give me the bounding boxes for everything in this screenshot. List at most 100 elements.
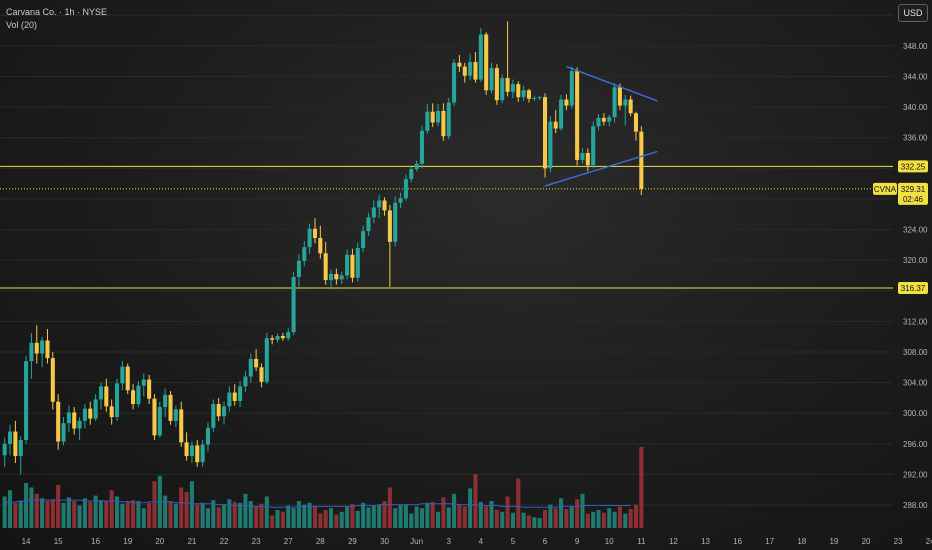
candle — [387, 205, 392, 287]
time-tick-label: 3 — [446, 537, 451, 546]
candle-body — [628, 99, 633, 114]
candle-body — [216, 404, 221, 417]
candle — [77, 417, 82, 440]
candle — [136, 381, 141, 408]
candle — [221, 401, 227, 425]
candle — [639, 126, 644, 196]
volume-bar — [238, 502, 243, 528]
candle — [553, 110, 558, 134]
volume-bar — [628, 509, 633, 528]
candle-body — [345, 254, 350, 276]
candle-body — [307, 228, 312, 248]
candle — [526, 88, 532, 103]
candle-body — [387, 210, 392, 242]
candle — [147, 374, 152, 405]
candle — [152, 394, 157, 440]
candle — [564, 94, 569, 111]
candle — [189, 441, 194, 463]
price-tick-label: 312.00 — [903, 317, 928, 326]
volume-bar — [414, 506, 419, 528]
candle-body — [104, 386, 109, 407]
candle — [355, 242, 360, 282]
candle — [500, 74, 505, 104]
symbol-badge — [873, 182, 897, 195]
volume-bar — [323, 510, 328, 528]
volume-bar — [575, 499, 580, 528]
volume-bar — [195, 504, 200, 528]
candle — [104, 378, 109, 412]
candle — [13, 420, 18, 463]
volume-bar — [537, 518, 542, 528]
candle — [430, 103, 435, 128]
volume-indicator-label[interactable]: Vol (20) — [6, 20, 38, 30]
volume-bar — [403, 504, 408, 528]
volume-bar — [168, 501, 173, 528]
volume-bar — [93, 495, 98, 528]
volume-bar — [393, 508, 398, 528]
trendline-upper — [566, 65, 658, 102]
candle-body — [114, 383, 120, 418]
volume-bar — [211, 500, 216, 528]
symbol-title[interactable]: Carvana Co. · 1h · NYSE — [6, 7, 108, 17]
volume-bar — [259, 503, 264, 528]
candle — [601, 113, 606, 126]
volume-bar — [50, 499, 55, 528]
candle-body — [505, 78, 510, 92]
horizontal-levels[interactable] — [0, 165, 893, 289]
volume-bar — [435, 511, 441, 528]
level-price-text: 332.25 — [901, 162, 926, 171]
volume-bar — [569, 506, 574, 528]
time-tick-label: 21 — [187, 537, 196, 546]
time-tick-label: 24 — [926, 537, 932, 546]
candle-body — [564, 99, 569, 106]
volume-bar — [371, 505, 376, 528]
volume-bar — [430, 501, 435, 528]
candle — [617, 83, 622, 111]
triangle-trendlines[interactable] — [544, 65, 658, 187]
volume-bar — [526, 515, 532, 528]
currency-button[interactable]: USD — [898, 4, 928, 22]
candle-body — [179, 409, 184, 443]
candle-body — [125, 366, 130, 391]
candle — [66, 405, 71, 433]
candle-body — [24, 361, 29, 440]
candle-body — [393, 202, 398, 242]
candle — [56, 394, 61, 450]
candle-body — [13, 431, 18, 457]
candle — [216, 397, 221, 421]
candle-body — [334, 273, 339, 280]
time-tick-label: 4 — [479, 537, 484, 546]
price-tick-label: 344.00 — [903, 73, 928, 82]
candle — [532, 95, 537, 102]
price-axis[interactable]: 352.00348.00344.00340.00336.00324.00320.… — [903, 11, 928, 510]
candle — [88, 401, 93, 425]
candle-body — [355, 247, 360, 278]
candle — [633, 111, 639, 141]
volume-bar — [7, 490, 13, 528]
level-price-badge — [898, 160, 928, 173]
candle — [2, 437, 7, 467]
volume-bar — [131, 500, 136, 528]
candle-body — [163, 394, 168, 408]
volume-bar — [56, 484, 61, 528]
candle-body — [131, 390, 136, 405]
volume-bar — [446, 507, 451, 528]
time-tick-label: 5 — [511, 537, 516, 546]
volume-bar — [270, 515, 275, 528]
volume-bar — [580, 493, 585, 528]
volume-bar — [24, 483, 29, 528]
candle — [521, 85, 526, 102]
volume-bar — [532, 517, 537, 528]
candle — [505, 21, 510, 97]
last-price-badge — [898, 182, 928, 205]
time-axis[interactable]: 14 15 16 19 20 21 22 23 27 28 29 30 Jun 3 4 5 6 9 10 11 12 13… — [22, 537, 932, 546]
candle — [93, 394, 98, 421]
candle-body — [339, 275, 344, 280]
volume-bar — [553, 508, 558, 528]
candle — [61, 417, 66, 446]
candle-body — [548, 121, 553, 169]
candle-body — [435, 110, 441, 123]
candle-body — [275, 335, 280, 340]
candle-body — [7, 431, 13, 444]
